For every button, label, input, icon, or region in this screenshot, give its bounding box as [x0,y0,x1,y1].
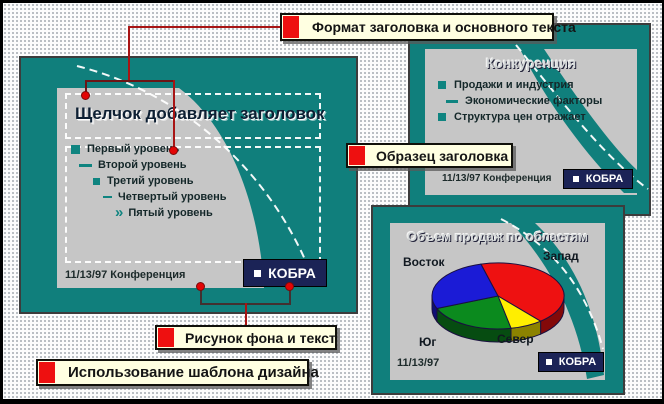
callout-line [128,26,282,28]
bullet-text: Второй уровень [98,159,187,171]
chart-footer-date: 11/13/97 [397,357,440,369]
callout-line [289,288,291,305]
footer-date: 11/13/97 [442,173,481,184]
dash-bullet-icon [446,99,458,103]
callout-label: Рисунок фона и текст [185,329,336,346]
square-bullet-icon [71,144,80,154]
bullet-text: Четвертый уровень [118,191,227,203]
main-bullet-level4: Четвертый уровень [103,191,227,203]
red-marker-icon [39,362,55,383]
pie-label-west: Запад [543,249,579,263]
logo-text: КОБРА [585,173,624,185]
kobra-logo: КОБРА [538,352,604,372]
competition-bullet-2: Экономические факторы [446,95,602,107]
main-bullet-level5: » Пятый уровень [115,204,213,221]
callout-label: Образец заголовка [376,147,509,164]
competition-bullet-1: Продажи и индустрия [438,79,574,91]
pie-label-north: Север [497,332,534,346]
competition-slide-title: Конкуренция [485,55,577,71]
logo-text: КОБРА [268,265,316,281]
pie-label-south: Юг [419,335,437,349]
red-marker-icon [283,16,299,38]
footer-label: Конференция [110,269,186,281]
callout-dot [285,282,294,291]
bullet-text: Структура цен отражает [454,111,586,123]
square-bullet-icon [438,113,446,121]
footer-date: 11/13/97 [65,269,108,281]
bullet-text: Первый уровень [87,143,180,155]
competition-footer: 11/13/97 Конференция [442,173,551,184]
main-bullet-level2: Второй уровень [79,159,187,171]
square-bullet-icon [438,81,446,89]
callout-line [245,303,247,325]
callout-label: Использование шаблона дизайна [68,364,319,381]
callout-dot [169,146,178,155]
main-bullet-level1: Первый уровень [71,143,179,155]
bullet-text: Продажи и индустрия [454,79,574,91]
logo-square-icon [254,269,262,277]
callout-line [173,80,175,150]
callout-line [128,26,130,82]
main-bullet-level3: Третий уровень [93,175,194,187]
square-bullet-icon [93,177,100,185]
main-footer: 11/13/97 Конференция [65,269,185,281]
competition-bullet-3: Структура цен отражает [438,111,586,123]
bullet-text: Экономические факторы [465,95,603,107]
dash-bullet-icon [79,163,92,167]
body-placeholder [65,146,321,263]
footer-label: Конференция [483,173,552,184]
pie-label-east: Восток [403,255,445,269]
slide-master-main: Щелчок добавляет заголовок Первый уровен… [19,56,358,314]
main-slide-title: Щелчок добавляет заголовок [75,104,325,123]
logo-square-icon [545,359,552,365]
bullet-text: Пятый уровень [128,207,213,219]
dash-bullet-icon [103,196,112,198]
slide-sales-chart: Объем продаж по областям Восток Запад Юг… [371,205,625,395]
kobra-logo: КОБРА [563,169,633,189]
bullet-text: Третий уровень [107,175,194,187]
callout-title-sample: Образец заголовка [346,143,513,168]
callout-format-title-body: Формат заголовка и основного текста [280,13,576,41]
callout-line [200,288,202,305]
callout-line [85,80,175,82]
callout-dot [81,91,90,100]
red-marker-icon [158,328,174,347]
callout-dot [196,282,205,291]
pie-chart [431,262,565,343]
slide-competition: Конкуренция Продажи и индустрия Экономич… [408,23,651,216]
callout-label: Формат заголовка и основного текста [312,19,576,35]
callout-line [85,80,87,95]
title-placeholder [65,93,321,139]
callout-design-template: Использование шаблона дизайна [36,359,319,386]
logo-square-icon [572,176,579,182]
red-marker-icon [349,146,365,165]
logo-text: КОБРА [558,356,597,368]
chart-title: Объем продаж по областям [407,229,588,244]
callout-background-text: Рисунок фона и текст [155,325,337,350]
